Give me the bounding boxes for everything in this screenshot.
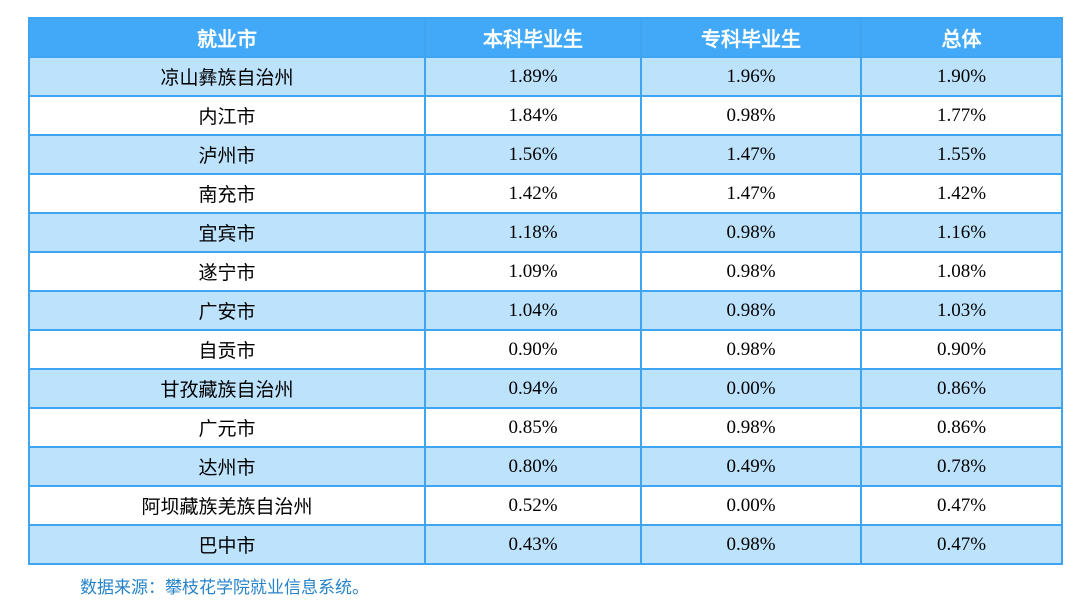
junior-college-value-cell: 0.98% [640,212,862,253]
table-row: 遂宁市 1.09% 0.98% 1.08% [28,251,1063,292]
city-cell: 广元市 [28,407,426,448]
junior-college-value-cell: 0.49% [640,446,862,487]
junior-college-value-cell: 0.98% [640,407,862,448]
junior-college-value-cell: 1.47% [640,173,862,214]
overall-value-cell: 0.78% [860,446,1063,487]
table-row: 泸州市 1.56% 1.47% 1.55% [28,134,1063,175]
undergraduate-value-cell: 1.84% [424,95,642,136]
city-cell: 阿坝藏族羌族自治州 [28,485,426,526]
city-cell: 自贡市 [28,329,426,370]
undergraduate-value-cell: 1.18% [424,212,642,253]
column-header-undergraduate: 本科毕业生 [424,17,642,58]
data-source-note: 数据来源：攀枝花学院就业信息系统。 [80,578,369,597]
table-row: 阿坝藏族羌族自治州 0.52% 0.00% 0.47% [28,485,1063,526]
city-cell: 泸州市 [28,134,426,175]
undergraduate-value-cell: 0.52% [424,485,642,526]
junior-college-value-cell: 0.00% [640,368,862,409]
table-row: 广安市 1.04% 0.98% 1.03% [28,290,1063,331]
city-cell: 巴中市 [28,524,426,565]
junior-college-value-cell: 0.00% [640,485,862,526]
table-body: 凉山彝族自治州 1.89% 1.96% 1.90% 内江市 1.84% 0.98… [28,56,1063,565]
overall-value-cell: 1.03% [860,290,1063,331]
undergraduate-value-cell: 0.80% [424,446,642,487]
undergraduate-value-cell: 0.43% [424,524,642,565]
city-cell: 宜宾市 [28,212,426,253]
table-row: 广元市 0.85% 0.98% 0.86% [28,407,1063,448]
overall-value-cell: 0.86% [860,407,1063,448]
table-row: 内江市 1.84% 0.98% 1.77% [28,95,1063,136]
overall-value-cell: 0.47% [860,524,1063,565]
table-row: 巴中市 0.43% 0.98% 0.47% [28,524,1063,565]
junior-college-value-cell: 0.98% [640,290,862,331]
table-row: 宜宾市 1.18% 0.98% 1.16% [28,212,1063,253]
table-row: 自贡市 0.90% 0.98% 0.90% [28,329,1063,370]
column-header-junior-college: 专科毕业生 [640,17,862,58]
city-cell: 遂宁市 [28,251,426,292]
undergraduate-value-cell: 1.56% [424,134,642,175]
employment-city-table-container: 就业市 本科毕业生 专科毕业生 总体 凉山彝族自治州 1.89% 1.96% 1… [28,17,1063,565]
employment-city-table: 就业市 本科毕业生 专科毕业生 总体 凉山彝族自治州 1.89% 1.96% 1… [28,17,1063,565]
overall-value-cell: 1.77% [860,95,1063,136]
junior-college-value-cell: 0.98% [640,524,862,565]
table-row: 南充市 1.42% 1.47% 1.42% [28,173,1063,214]
junior-college-value-cell: 0.98% [640,251,862,292]
table-header: 就业市 本科毕业生 专科毕业生 总体 [28,17,1063,58]
table-row: 凉山彝族自治州 1.89% 1.96% 1.90% [28,56,1063,97]
header-row: 就业市 本科毕业生 专科毕业生 总体 [28,17,1063,58]
table-row: 甘孜藏族自治州 0.94% 0.00% 0.86% [28,368,1063,409]
undergraduate-value-cell: 1.09% [424,251,642,292]
city-cell: 甘孜藏族自治州 [28,368,426,409]
junior-college-value-cell: 0.98% [640,95,862,136]
overall-value-cell: 1.55% [860,134,1063,175]
column-header-overall: 总体 [860,17,1063,58]
undergraduate-value-cell: 1.42% [424,173,642,214]
overall-value-cell: 0.86% [860,368,1063,409]
city-cell: 广安市 [28,290,426,331]
column-header-city: 就业市 [28,17,426,58]
undergraduate-value-cell: 1.89% [424,56,642,97]
city-cell: 达州市 [28,446,426,487]
junior-college-value-cell: 1.96% [640,56,862,97]
undergraduate-value-cell: 0.94% [424,368,642,409]
overall-value-cell: 0.47% [860,485,1063,526]
overall-value-cell: 1.16% [860,212,1063,253]
city-cell: 内江市 [28,95,426,136]
city-cell: 南充市 [28,173,426,214]
city-cell: 凉山彝族自治州 [28,56,426,97]
undergraduate-value-cell: 0.90% [424,329,642,370]
overall-value-cell: 1.90% [860,56,1063,97]
undergraduate-value-cell: 0.85% [424,407,642,448]
overall-value-cell: 1.42% [860,173,1063,214]
table-row: 达州市 0.80% 0.49% 0.78% [28,446,1063,487]
undergraduate-value-cell: 1.04% [424,290,642,331]
overall-value-cell: 1.08% [860,251,1063,292]
overall-value-cell: 0.90% [860,329,1063,370]
junior-college-value-cell: 0.98% [640,329,862,370]
junior-college-value-cell: 1.47% [640,134,862,175]
